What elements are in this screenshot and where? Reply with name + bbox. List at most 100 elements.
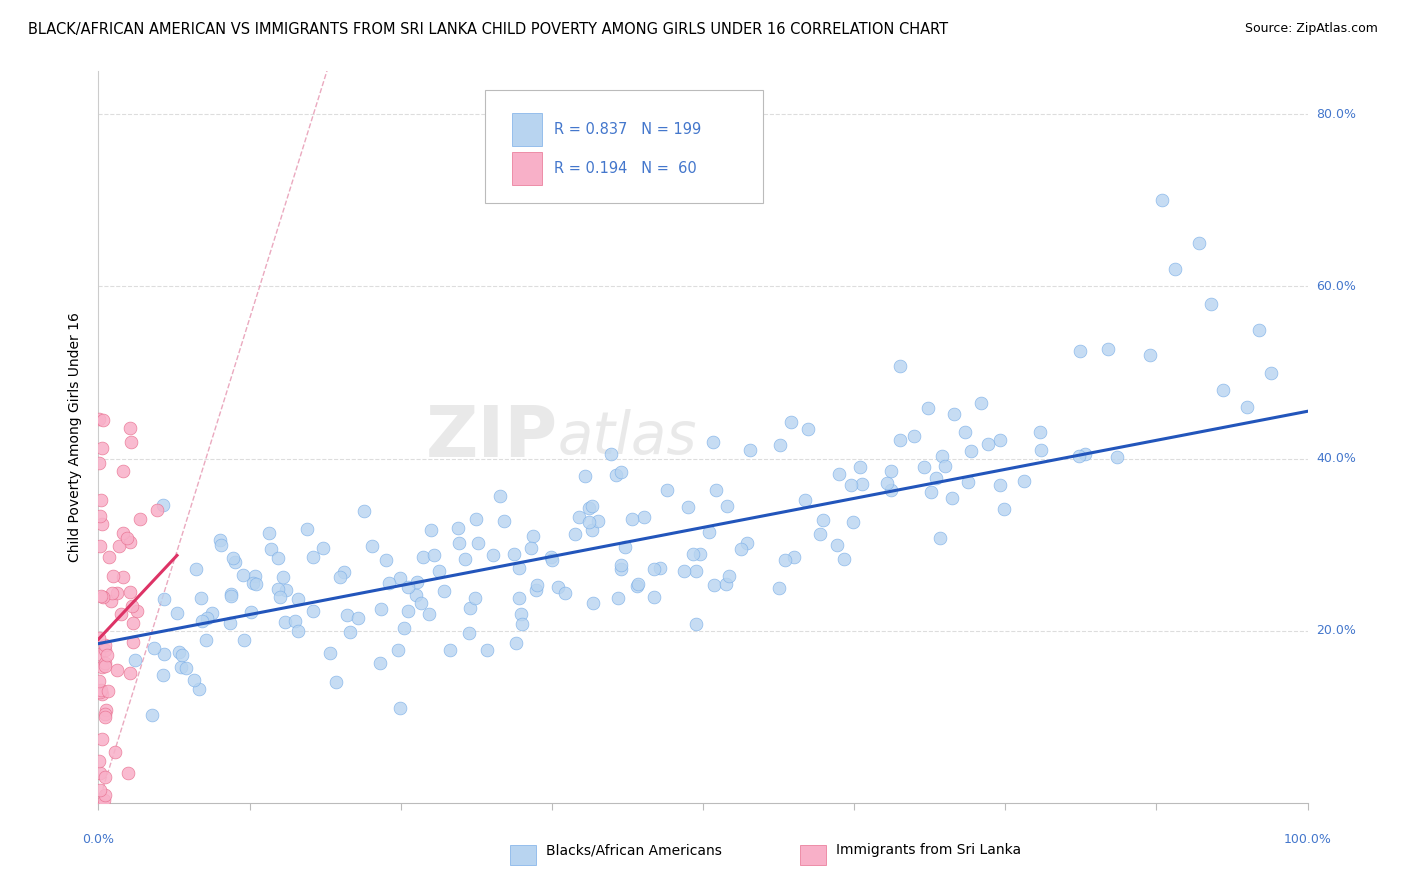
FancyBboxPatch shape — [485, 90, 763, 203]
Text: 60.0%: 60.0% — [1316, 280, 1355, 293]
Point — [678, 500, 700, 514]
Point — [184, 562, 207, 576]
Point — [600, 447, 623, 461]
Point — [389, 701, 412, 715]
Point — [91, 797, 114, 812]
Point — [643, 562, 665, 576]
Point — [243, 568, 266, 582]
Point — [302, 604, 325, 618]
Text: 20.0%: 20.0% — [1316, 624, 1355, 637]
Point — [581, 500, 603, 514]
Point — [422, 548, 444, 562]
Point — [1105, 450, 1128, 464]
Point — [482, 548, 505, 562]
Point — [122, 635, 145, 649]
Point — [738, 442, 761, 457]
Point — [89, 647, 111, 661]
Point — [219, 587, 242, 601]
Point — [301, 550, 323, 565]
Point — [970, 396, 993, 410]
Point — [222, 551, 245, 566]
Point — [811, 512, 834, 526]
Point — [682, 547, 704, 561]
Point — [121, 434, 143, 449]
Point — [312, 541, 335, 555]
Point — [730, 542, 752, 557]
Point — [141, 707, 163, 722]
Point — [582, 596, 605, 610]
Point — [405, 588, 427, 602]
Point — [412, 549, 434, 564]
Point — [274, 582, 297, 597]
Point — [187, 681, 209, 696]
Point — [454, 552, 477, 566]
Text: 80.0%: 80.0% — [1316, 108, 1355, 121]
Point — [458, 626, 481, 640]
Point — [396, 580, 419, 594]
Point — [477, 642, 499, 657]
Point — [1097, 342, 1119, 356]
Point — [925, 471, 948, 485]
Point — [993, 501, 1015, 516]
Point — [325, 674, 347, 689]
Point — [467, 535, 489, 549]
Point — [540, 553, 562, 567]
Point — [91, 516, 114, 531]
Point — [105, 663, 128, 677]
Point — [564, 526, 586, 541]
Bar — [512, 113, 543, 146]
Point — [464, 591, 486, 606]
Point — [240, 605, 263, 619]
Point — [353, 504, 375, 518]
Point — [94, 703, 117, 717]
Text: Blacks/African Americans: Blacks/African Americans — [546, 843, 721, 857]
Point — [418, 607, 440, 622]
Point — [97, 684, 120, 698]
Text: R = 0.194   N =  60: R = 0.194 N = 60 — [554, 161, 697, 176]
Point — [368, 656, 391, 670]
Point — [111, 525, 134, 540]
Point — [1073, 447, 1095, 461]
Point — [120, 665, 142, 680]
Point — [1199, 296, 1222, 310]
Point — [505, 636, 527, 650]
Point — [547, 580, 569, 594]
Point — [842, 516, 865, 530]
Point — [567, 509, 589, 524]
Point — [586, 515, 609, 529]
Point — [794, 493, 817, 508]
Point — [224, 555, 246, 569]
Point — [526, 583, 548, 598]
Point — [257, 526, 280, 541]
Point — [90, 492, 112, 507]
Point — [232, 567, 254, 582]
Point — [370, 602, 392, 616]
Point — [920, 485, 942, 500]
Point — [115, 531, 138, 545]
Point — [780, 415, 803, 429]
Point — [606, 591, 628, 605]
Point — [613, 540, 636, 554]
Point — [110, 607, 132, 621]
Point — [145, 503, 167, 517]
Point — [849, 460, 872, 475]
Point — [91, 413, 114, 427]
Point — [610, 562, 633, 576]
Text: 40.0%: 40.0% — [1316, 452, 1355, 465]
Point — [94, 706, 117, 721]
Point — [90, 441, 112, 455]
Point — [714, 577, 737, 591]
Point — [219, 590, 242, 604]
Bar — [509, 846, 536, 865]
Y-axis label: Child Poverty Among Girls Under 16: Child Poverty Among Girls Under 16 — [69, 312, 83, 562]
Text: atlas: atlas — [558, 409, 697, 466]
Point — [89, 539, 111, 553]
Point — [287, 624, 309, 639]
Point — [988, 477, 1011, 491]
Point — [87, 755, 110, 769]
Point — [89, 782, 111, 797]
Point — [1260, 366, 1282, 380]
Point — [956, 475, 979, 490]
Point — [941, 491, 963, 505]
Point — [378, 575, 401, 590]
